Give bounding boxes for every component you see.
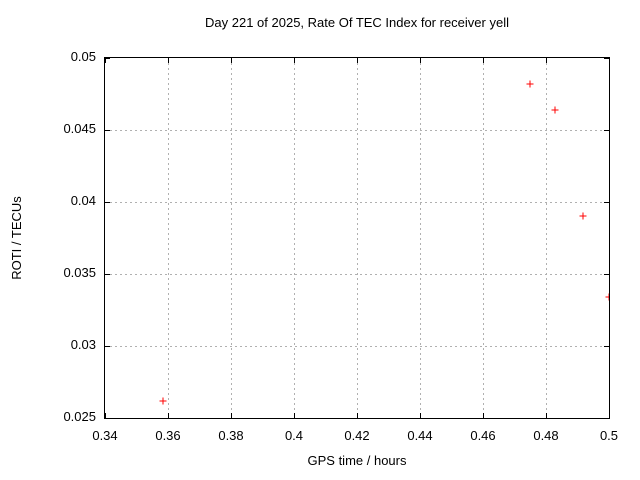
y-gridline: [105, 346, 609, 347]
x-tick-top: [357, 58, 358, 63]
data-point-marker: [551, 106, 559, 114]
x-axis-title: GPS time / hours: [307, 453, 407, 468]
y-tick-right: [604, 58, 609, 59]
x-tick-top: [546, 58, 547, 63]
y-tick-label: 0.035: [63, 265, 96, 280]
chart-title: Day 221 of 2025, Rate Of TEC Index for r…: [205, 15, 509, 30]
x-tick-label: 0.48: [533, 428, 559, 443]
y-tick-label: 0.045: [63, 121, 96, 136]
x-tick-label: 0.46: [470, 428, 496, 443]
marker-vertical-bar: [162, 397, 164, 405]
y-gridline: [105, 274, 609, 275]
x-tick-bottom: [105, 413, 106, 418]
x-tick-label: 0.42: [344, 428, 370, 443]
y-tick-left: [105, 346, 110, 347]
y-tick-label: 0.03: [70, 337, 96, 352]
x-tick-top: [420, 58, 421, 63]
x-tick-label: 0.44: [407, 428, 433, 443]
y-tick-right: [604, 202, 609, 203]
marker-vertical-bar: [608, 293, 609, 301]
x-gridline: [483, 58, 484, 418]
y-gridline: [105, 202, 609, 203]
marker-horizontal-bar: [605, 296, 609, 298]
x-tick-bottom: [483, 413, 484, 418]
x-tick-top: [168, 58, 169, 63]
data-point-marker: [159, 397, 167, 405]
x-tick-label: 0.5: [599, 428, 619, 443]
x-tick-top: [105, 58, 106, 63]
y-tick-left: [105, 130, 110, 131]
data-point-marker: [579, 212, 587, 220]
y-tick-right: [604, 130, 609, 131]
x-gridline: [294, 58, 295, 418]
x-gridline: [357, 58, 358, 418]
y-tick-left: [105, 274, 110, 275]
y-tick-label: 0.04: [70, 193, 96, 208]
y-tick-right: [604, 418, 609, 419]
y-axis-title: ROTI / TECUs: [9, 196, 24, 280]
x-tick-bottom: [168, 413, 169, 418]
x-tick-label: 0.38: [218, 428, 244, 443]
x-gridline: [231, 58, 232, 418]
x-tick-top: [231, 58, 232, 63]
x-gridline: [546, 58, 547, 418]
y-gridline: [105, 130, 609, 131]
x-gridline: [168, 58, 169, 418]
x-tick-top: [294, 58, 295, 63]
x-tick-bottom: [231, 413, 232, 418]
x-tick-bottom: [357, 413, 358, 418]
y-tick-left: [105, 202, 110, 203]
data-point-marker: [605, 293, 609, 301]
x-gridline: [420, 58, 421, 418]
marker-vertical-bar: [582, 212, 584, 220]
y-tick-label: 0.025: [63, 409, 96, 424]
y-tick-left: [105, 418, 110, 419]
marker-vertical-bar: [554, 106, 556, 114]
y-tick-right: [604, 346, 609, 347]
x-tick-top: [483, 58, 484, 63]
x-tick-top: [609, 58, 610, 63]
x-tick-bottom: [420, 413, 421, 418]
x-tick-label: 0.36: [155, 428, 181, 443]
plot-area: [104, 57, 610, 419]
data-point-marker: [526, 80, 534, 88]
y-tick-right: [604, 274, 609, 275]
marker-vertical-bar: [529, 80, 531, 88]
x-tick-label: 0.34: [92, 428, 118, 443]
y-tick-label: 0.05: [70, 49, 96, 64]
y-tick-left: [105, 58, 110, 59]
x-tick-bottom: [294, 413, 295, 418]
x-tick-label: 0.4: [284, 428, 304, 443]
x-tick-bottom: [546, 413, 547, 418]
x-tick-bottom: [609, 413, 610, 418]
